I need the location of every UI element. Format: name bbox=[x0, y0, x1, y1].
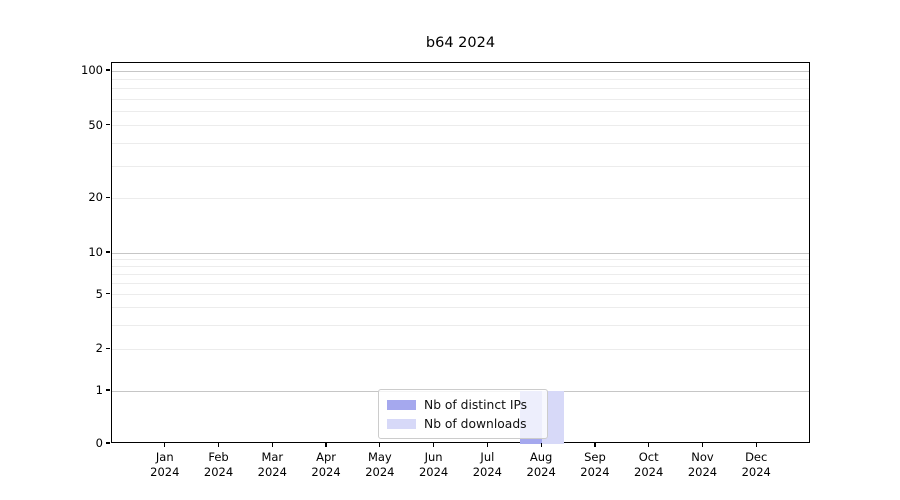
x-tick-label: Mar 2024 bbox=[257, 450, 287, 479]
y-tick-label: 0 bbox=[95, 436, 103, 450]
x-tick-mark bbox=[325, 443, 327, 447]
x-tick-label: Oct 2024 bbox=[634, 450, 664, 479]
legend-swatch-distinct-ips bbox=[387, 399, 416, 410]
x-tick-label: Jul 2024 bbox=[472, 450, 503, 479]
legend-swatch-downloads bbox=[387, 419, 416, 430]
y-tick-label: 1 bbox=[95, 383, 103, 397]
x-tick-label: Aug 2024 bbox=[526, 450, 556, 479]
y-tick-mark bbox=[106, 347, 110, 350]
minor-gridline bbox=[112, 78, 809, 80]
y-tick-mark bbox=[106, 69, 110, 71]
minor-gridline bbox=[112, 258, 809, 260]
x-tick-label: Dec 2024 bbox=[741, 450, 771, 479]
x-tick-label: Sep 2024 bbox=[580, 450, 610, 479]
minor-gridline bbox=[112, 273, 809, 275]
minor-gridline bbox=[112, 98, 809, 100]
y-tick-mark bbox=[106, 442, 110, 444]
minor-gridline bbox=[112, 307, 809, 309]
x-tick-mark bbox=[648, 443, 650, 447]
major-gridline bbox=[112, 252, 809, 254]
y-tick-label: 10 bbox=[88, 245, 103, 259]
y-tick-mark bbox=[106, 389, 110, 391]
x-tick-label: Jun 2024 bbox=[418, 450, 449, 479]
minor-gridline bbox=[112, 125, 809, 127]
x-tick-label: Feb 2024 bbox=[203, 450, 234, 479]
minor-gridline bbox=[112, 324, 809, 326]
x-tick-mark bbox=[755, 443, 757, 447]
y-tick-label: 2 bbox=[95, 341, 103, 356]
x-tick-mark bbox=[271, 443, 273, 447]
y-tick-label: 100 bbox=[81, 63, 103, 77]
x-tick-mark bbox=[432, 443, 435, 447]
x-tick-label: May 2024 bbox=[365, 450, 395, 479]
y-tick-label: 5 bbox=[95, 286, 103, 301]
x-tick-label: Apr 2024 bbox=[311, 450, 341, 479]
minor-gridline bbox=[112, 142, 809, 144]
x-tick-mark bbox=[164, 443, 166, 447]
legend-label-downloads: Nb of downloads bbox=[424, 417, 527, 432]
major-gridline bbox=[112, 70, 809, 72]
y-tick-mark bbox=[106, 292, 110, 295]
x-tick-label: Nov 2024 bbox=[687, 450, 718, 479]
legend-box: Nb of distinct IPs Nb of downloads bbox=[378, 389, 548, 439]
y-tick-label: 20 bbox=[88, 190, 103, 205]
y-tick-label: 50 bbox=[88, 117, 103, 132]
x-tick-mark bbox=[379, 443, 381, 447]
x-tick-mark bbox=[540, 443, 542, 447]
minor-gridline bbox=[112, 348, 809, 350]
x-tick-mark bbox=[217, 443, 220, 447]
y-tick-mark bbox=[106, 196, 110, 198]
minor-gridline bbox=[112, 265, 809, 267]
y-tick-mark bbox=[106, 251, 110, 253]
plot-area: Nb of distinct IPs Nb of downloads bbox=[111, 62, 810, 444]
chart-title: b64 2024 bbox=[425, 35, 496, 51]
legend-item-distinct-ips: Nb of distinct IPs bbox=[387, 396, 539, 414]
legend-item-downloads: Nb of downloads bbox=[387, 415, 539, 433]
legend-label-distinct-ips: Nb of distinct IPs bbox=[424, 397, 528, 412]
minor-gridline bbox=[112, 110, 809, 112]
y-tick-mark bbox=[106, 124, 110, 126]
x-tick-label: Jan 2024 bbox=[150, 450, 180, 479]
minor-gridline bbox=[112, 197, 809, 199]
x-tick-mark bbox=[486, 443, 489, 447]
minor-gridline bbox=[112, 88, 809, 90]
minor-gridline bbox=[112, 283, 809, 285]
x-tick-mark bbox=[701, 443, 704, 447]
x-tick-mark bbox=[594, 443, 596, 447]
minor-gridline bbox=[112, 165, 809, 167]
minor-gridline bbox=[112, 294, 809, 296]
